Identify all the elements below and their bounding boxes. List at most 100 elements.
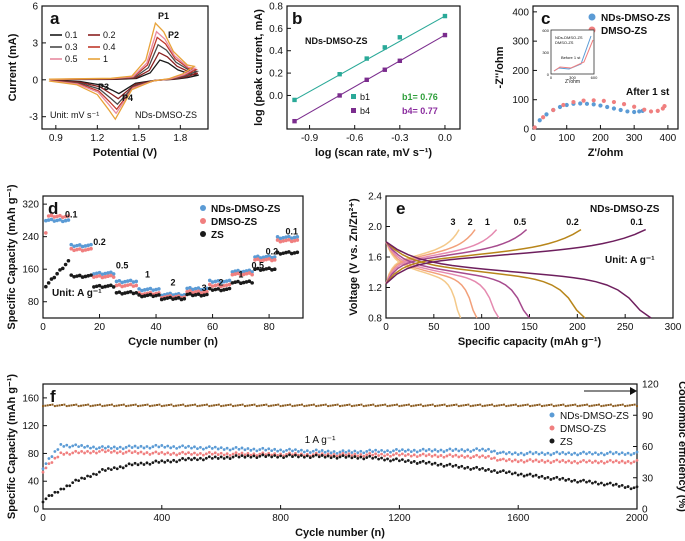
f-capacity-point [543,477,547,480]
a-cv-curve [49,30,198,115]
b-axes-frame [286,5,461,130]
d-rate-label: 0.2 [93,237,106,247]
d-point [199,291,204,295]
c-point [621,102,627,107]
f-capacity-point [252,454,256,458]
d-point [49,213,54,218]
f-ce-point [381,403,384,406]
d-point [219,288,223,293]
f-ce-point [279,405,282,408]
f-ce-point [498,404,501,407]
f-ce-point [196,405,199,408]
d-point [190,287,195,292]
f-capacity-point [193,456,196,460]
f-capacity-point [267,447,271,451]
d-point [205,292,209,297]
f-capacity-point [531,452,535,456]
f-ce-point [388,404,391,407]
f-capacity-point [570,453,574,456]
f-capacity-point [371,453,375,457]
f-capacity-point [374,452,378,456]
f-capacity-point [374,455,378,459]
f-capacity-point [412,453,416,457]
f-capacity-point [95,473,98,476]
f-capacity-point [433,448,437,452]
panel-label-e: e [396,199,405,218]
d-point [46,281,51,285]
d-point [86,273,91,278]
f-capacity-point [632,486,636,490]
f-capacity-point [588,459,591,463]
e-unit-label: Unit: A g⁻¹ [605,255,655,266]
a-cv-curve [48,21,196,121]
d-point [207,286,212,291]
f-ce-point [581,404,584,407]
f-ce-point [113,405,116,408]
f-ce-point [593,404,596,407]
c-inset-ytick: 600 [542,28,549,33]
d-point [270,255,274,260]
f-capacity-point [62,444,66,448]
f-capacity-point [599,451,603,455]
d-axes-frame [42,195,304,319]
d-point [109,270,113,275]
f-ce-point [348,403,351,406]
f-capacity-point [383,458,386,462]
f-capacity-point [359,449,363,453]
f-capacity-point [594,451,597,455]
f-ce-point [151,404,154,407]
f-capacity-point [558,460,562,464]
f-ce-point [220,405,223,408]
f-capacity-point [329,451,333,455]
d-point [233,272,237,276]
f-capacity-point [92,472,95,476]
b-title: NDs-DMSO-ZS [305,36,368,46]
c-point [605,104,610,110]
a-peak-label: P2 [168,30,179,40]
d-point [83,274,88,279]
f-ce-point [524,403,527,406]
f-ce-point [208,405,211,408]
f-capacity-point [299,454,303,457]
f-capacity-point [442,464,446,468]
f-capacity-point [433,453,437,457]
f-capacity-point [139,450,143,454]
f-capacity-point [353,455,357,458]
f-capacity-point [222,457,226,460]
f-capacity-point [350,456,354,460]
d-rate-label: 0.1 [285,227,298,237]
d-ytick-label: 240 [22,232,39,243]
f-ce-point [562,403,565,406]
f-ce-point [274,403,277,406]
f-capacity-point [588,479,591,483]
f-capacity-point [380,448,383,452]
d-point [86,243,91,248]
c-inset-ytick: 0 [547,72,550,77]
e-ytick-label: 2.0 [368,222,382,233]
f-capacity-point [614,482,618,486]
f-capacity-point [498,451,502,455]
f-capacity-point [267,451,271,455]
c-inset-xlabel: Z'/ohm [565,79,580,85]
f-capacity-point [341,454,345,457]
c-point [618,107,623,113]
f-capacity-point [124,464,128,468]
d-point [80,248,85,253]
f-capacity-point [454,463,458,467]
f-capacity-point [430,462,434,466]
f-ce-point [529,405,532,408]
f-capacity-point [386,457,389,461]
f-capacity-point [136,463,140,467]
d-point [145,287,150,292]
f-capacity-point [398,453,401,457]
f-capacity-point [611,452,615,456]
f-capacity-point [166,444,170,448]
f-ce-point [182,403,185,406]
c-ytick-label: 200 [512,66,529,77]
f-ce-point [286,403,289,406]
f-capacity-point [115,447,119,450]
d-point [94,284,99,289]
d-point [287,237,291,242]
c-point [571,99,576,105]
